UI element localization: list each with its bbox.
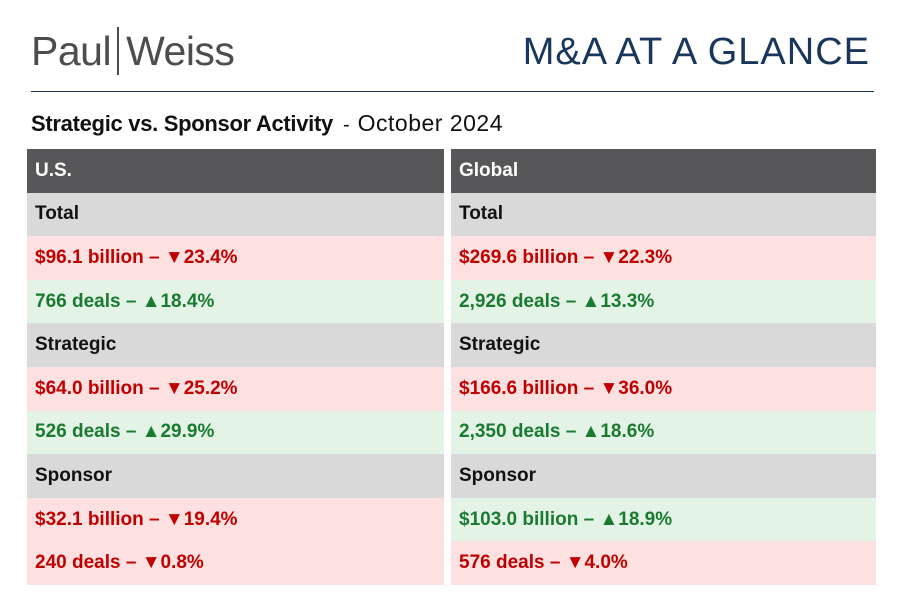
page-headline: M&A AT A GLANCE xyxy=(522,31,870,73)
paul-weiss-logo: Paul Weiss xyxy=(31,26,235,76)
subtitle-main: Strategic vs. Sponsor Activity xyxy=(31,111,333,136)
global-sponsor-value: $103.0 billion – ▲18.9% xyxy=(451,497,876,542)
logo-word-left: Paul xyxy=(31,28,112,74)
us-panel-title: U.S. xyxy=(27,149,444,193)
us-total-value: $96.1 billion – ▼23.4% xyxy=(27,236,444,280)
us-sponsor-value: $32.1 billion – ▼19.4% xyxy=(27,497,444,542)
us-sponsor-label: Sponsor xyxy=(27,454,444,498)
global-panel: Global Total $269.6 billion – ▼22.3% 2,9… xyxy=(451,149,876,585)
us-total-label: Total xyxy=(27,192,444,237)
logo-divider xyxy=(117,27,120,75)
header-rule xyxy=(31,91,874,92)
us-total-deals: 766 deals – ▲18.4% xyxy=(27,279,444,324)
report-subtitle: Strategic vs. Sponsor Activity - October… xyxy=(31,110,503,137)
us-strategic-label: Strategic xyxy=(27,323,444,367)
us-sponsor-deals: 240 deals – ▼0.8% xyxy=(27,541,444,585)
global-strategic-deals: 2,350 deals – ▲18.6% xyxy=(451,410,876,455)
us-panel: U.S. Total $96.1 billion – ▼23.4% 766 de… xyxy=(27,149,444,585)
subtitle-separator: - xyxy=(342,114,350,136)
global-total-value: $269.6 billion – ▼22.3% xyxy=(451,236,876,280)
subtitle-period: October 2024 xyxy=(357,110,503,136)
global-strategic-value: $166.6 billion – ▼36.0% xyxy=(451,366,876,411)
global-sponsor-deals: 576 deals – ▼4.0% xyxy=(451,541,876,585)
global-total-label: Total xyxy=(451,192,876,237)
global-strategic-label: Strategic xyxy=(451,323,876,367)
global-sponsor-label: Sponsor xyxy=(451,454,876,498)
logo-word-right: Weiss xyxy=(126,28,235,74)
global-total-deals: 2,926 deals – ▲13.3% xyxy=(451,279,876,324)
us-strategic-deals: 526 deals – ▲29.9% xyxy=(27,410,444,455)
global-panel-title: Global xyxy=(451,149,876,193)
us-strategic-value: $64.0 billion – ▼25.2% xyxy=(27,366,444,411)
